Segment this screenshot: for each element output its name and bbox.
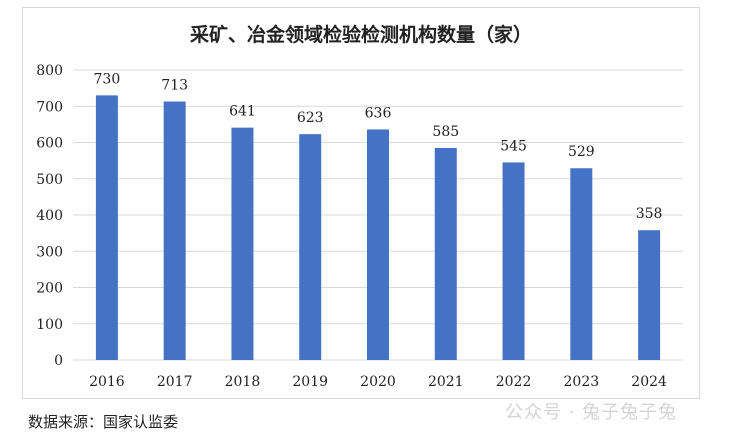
y-tick-label: 700: [36, 99, 63, 115]
x-tick-label-2022: 2022: [496, 374, 532, 390]
bar-2023: [570, 168, 593, 360]
bar-2019: [299, 134, 322, 360]
bar-chart: 采矿、冶金领域检验检测机构数量（家） 0 100 200 300 400 500 600 70…: [36, 23, 683, 390]
bars: [95, 95, 661, 360]
data-label-2018: 641: [229, 104, 256, 120]
x-tick-label-2024: 2024: [631, 374, 667, 390]
y-tick-label: 0: [54, 353, 63, 369]
data-label-2017: 713: [161, 78, 188, 94]
chart-frame: 采矿、冶金领域检验检测机构数量（家） 0 100 200 300 400 500 600 70…: [22, 7, 700, 399]
bar-2018: [231, 127, 254, 360]
y-tick-label: 200: [36, 281, 63, 297]
x-tick-label-2019: 2019: [292, 374, 328, 390]
y-tick-label: 500: [36, 172, 63, 188]
y-tick-label: 800: [36, 63, 63, 79]
data-label-2016: 730: [94, 71, 121, 87]
x-tick-label-2016: 2016: [89, 374, 125, 390]
data-label-2022: 545: [500, 138, 527, 154]
bar-2022: [502, 162, 525, 360]
y-tick-label: 300: [36, 244, 63, 260]
bar-2020: [367, 129, 389, 360]
bar-2017: [163, 101, 186, 360]
data-label-2019: 623: [297, 110, 324, 126]
data-labels: 730 713 641 623 636 585 545 529 358: [94, 71, 663, 222]
x-tick-label-2021: 2021: [428, 374, 464, 390]
chart-title: 采矿、冶金领域检验检测机构数量（家）: [190, 23, 532, 46]
data-label-2021: 585: [432, 124, 459, 140]
x-tick-label-2023: 2023: [564, 374, 600, 390]
x-tick-label-2020: 2020: [360, 374, 396, 390]
bar-2021: [434, 147, 457, 360]
y-tick-label: 100: [36, 317, 63, 333]
bar-2016: [95, 95, 118, 360]
x-tick-label-2017: 2017: [157, 374, 193, 390]
y-tick-label: 600: [36, 136, 63, 152]
x-axis-ticks: 2016 2017 2018 2019 2020 2021 2022 2023 2024: [89, 374, 667, 390]
y-axis-ticks: 0 100 200 300 400 500 600 700 800: [36, 63, 63, 369]
bar-2024: [638, 230, 661, 360]
y-tick-label: 400: [36, 208, 63, 224]
source-note: 数据来源：国家认监委: [28, 413, 179, 431]
data-label-2023: 529: [568, 144, 595, 160]
data-label-2024: 358: [636, 206, 663, 222]
watermark: 公众号 · 兔子兔子兔: [505, 402, 678, 423]
x-tick-label-2018: 2018: [225, 374, 261, 390]
data-label-2020: 636: [365, 105, 392, 121]
